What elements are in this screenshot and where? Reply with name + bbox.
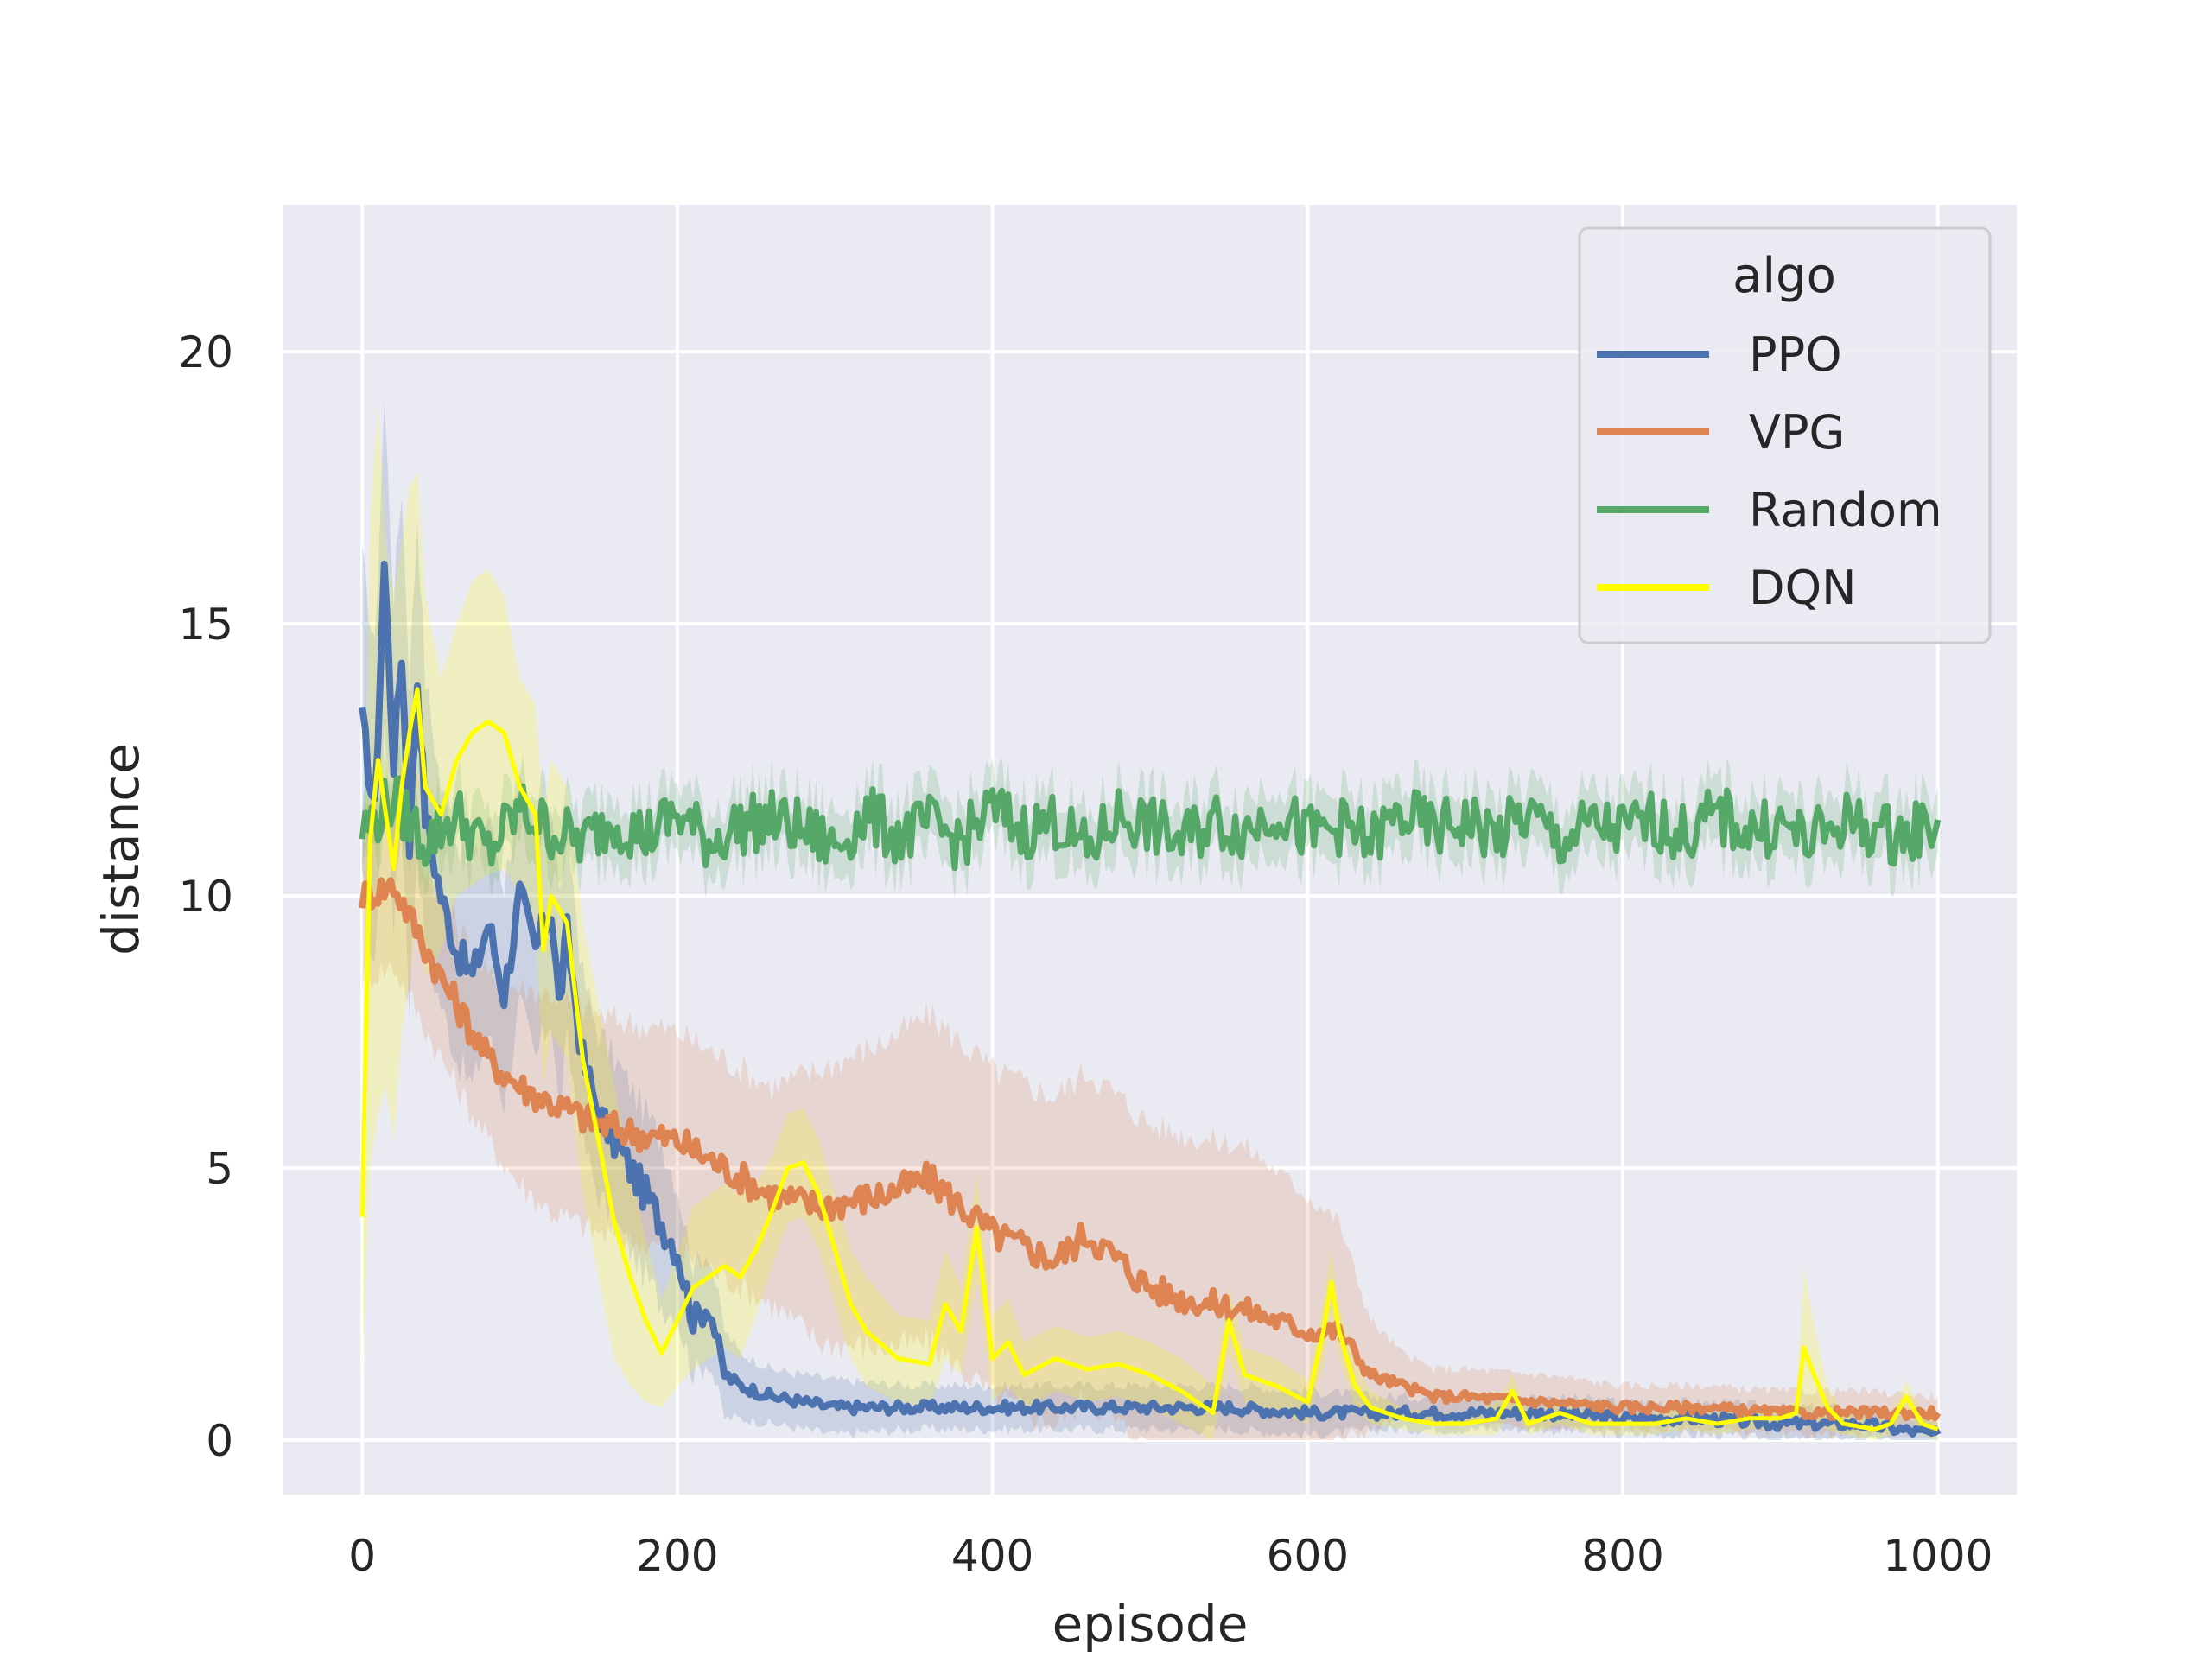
x-tick-label: 200	[636, 1531, 718, 1581]
legend-label-dqn: DQN	[1749, 561, 1856, 615]
legend-entries: PPO VPG Random DQN	[1597, 327, 1942, 615]
x-tick-label: 0	[348, 1531, 376, 1581]
x-tick-label: 1000	[1883, 1531, 1993, 1581]
legend-title: algo	[1732, 248, 1836, 304]
legend-label-random: Random	[1749, 483, 1942, 537]
line-dqn	[359, 687, 1939, 1431]
x-tick-label: 600	[1267, 1531, 1349, 1581]
series-lines	[359, 560, 1942, 1438]
y-tick-label: 15	[178, 600, 233, 650]
x-tick-label: 800	[1581, 1531, 1663, 1581]
line-vpg	[359, 877, 1942, 1422]
x-axis-label: episode	[1052, 1595, 1249, 1653]
legend-box	[1578, 226, 1992, 644]
x-tick-label: 400	[951, 1531, 1033, 1581]
legend-label-ppo: PPO	[1749, 327, 1842, 382]
y-tick-label: 0	[206, 1416, 233, 1466]
tick-labels: 0 200 400 600 800 1000 0 5 10 15 20	[178, 327, 1993, 1581]
legend: algo PPO VPG Random DQN	[1578, 226, 1992, 644]
legend-label-vpg: VPG	[1749, 405, 1845, 460]
y-tick-label: 10	[178, 872, 233, 922]
y-tick-label: 20	[178, 327, 233, 378]
line-random	[359, 775, 1942, 872]
y-tick-label: 5	[206, 1144, 233, 1194]
y-axis-label: distance	[92, 743, 150, 955]
band-vpg	[362, 798, 1938, 1440]
line-ppo	[359, 560, 1942, 1438]
